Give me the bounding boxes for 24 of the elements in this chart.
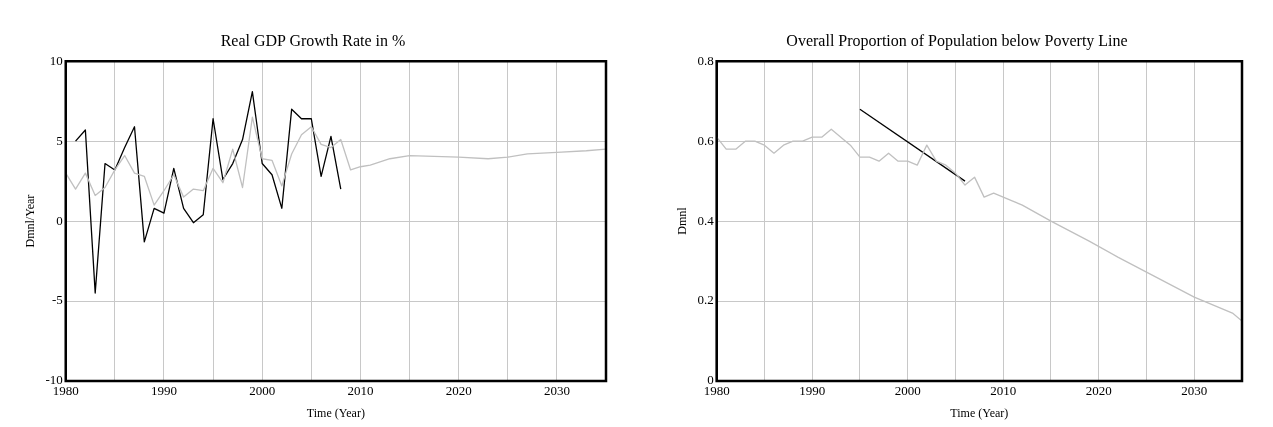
- x-tick-label: 2030: [1181, 383, 1208, 399]
- y-tick-label: 0.4: [697, 212, 715, 228]
- y-axis-title: Dmnl: [675, 206, 690, 235]
- y-tick-label: 10: [49, 52, 63, 68]
- x-tick-label: 2020: [445, 383, 472, 399]
- y-tick-label: 5: [56, 132, 63, 148]
- y-axis-title: Dmnl/Year: [23, 194, 38, 248]
- x-axis-title: Time (Year): [950, 405, 1009, 420]
- x-tick-label: 2010: [990, 383, 1017, 399]
- x-tick-label: 2030: [543, 383, 570, 399]
- x-tick-label: 2010: [347, 383, 374, 399]
- chart-title: Overall Proportion of Population below Poverty Line: [786, 31, 1128, 50]
- y-tick-label: -5: [51, 292, 63, 308]
- x-tick-label: 2000: [894, 383, 921, 399]
- x-tick-label: 2020: [1085, 383, 1112, 399]
- chart-title: Real GDP Growth Rate in %: [220, 31, 406, 49]
- x-tick-label: 1990: [150, 383, 177, 399]
- y-tick-label: 0.8: [697, 52, 714, 68]
- x-axis-title: Time (Year): [306, 405, 365, 420]
- y-tick-label: 0.2: [697, 292, 714, 308]
- y-tick-label: 0.6: [697, 132, 715, 148]
- x-tick-label: 2000: [249, 383, 276, 399]
- y-tick-label: 0: [56, 212, 63, 228]
- x-tick-label: 1990: [799, 383, 826, 399]
